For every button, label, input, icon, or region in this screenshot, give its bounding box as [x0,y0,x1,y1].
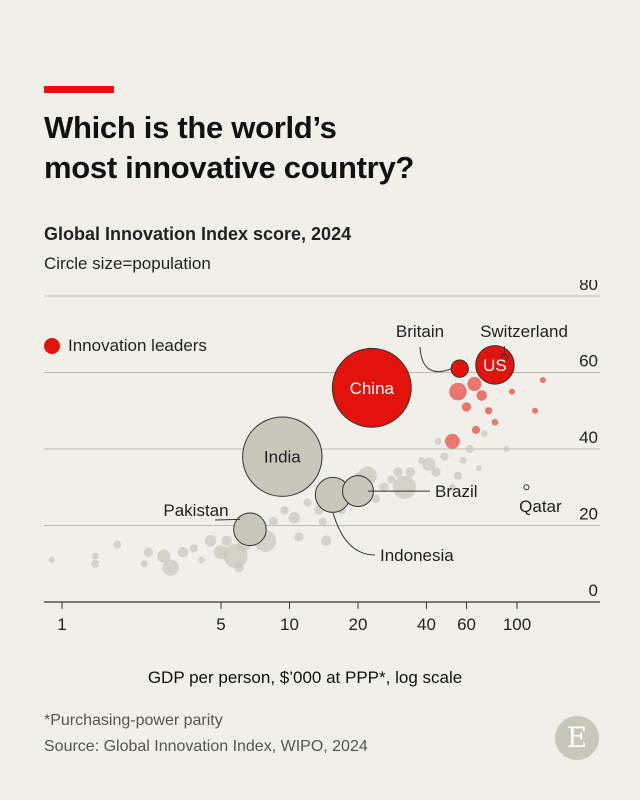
data-point-22 [303,498,312,507]
x-tick-label-10: 10 [280,615,299,634]
data-point-47 [503,446,510,452]
point-label-pakistan: Pakistan [163,501,228,520]
title-line-2: most innovative country? [44,150,415,185]
data-point-6 [157,549,171,563]
data-point-18 [268,516,279,527]
data-point-24 [318,517,327,526]
chart-subtitle: Global Innovation Index score, 2024 [44,224,352,244]
data-point-21 [294,532,304,542]
data-point-58 [539,377,546,384]
point-label-us: US [483,356,507,375]
point-label-brazil: Brazil [435,482,478,501]
data-point-52 [444,433,460,449]
data-point-56 [508,388,515,395]
x-tick-label-1: 1 [57,615,66,634]
data-point-45 [475,465,482,472]
data-point-4 [140,560,148,568]
data-point-35 [405,467,416,477]
data-point-qatar [523,484,530,491]
x-tick-label-40: 40 [417,615,436,634]
y-tick-label-0: 0 [589,581,598,600]
data-point-54 [484,407,493,415]
point-label-qatar: Qatar [519,497,562,516]
data-point-49 [461,402,472,412]
data-point-11 [204,535,217,547]
data-point-15 [234,562,244,573]
data-point-china [331,347,412,428]
size-note: Circle size=population [44,254,211,273]
point-label-china: China [350,379,395,398]
data-point-38 [431,467,441,477]
data-point-0 [48,556,55,563]
legend-red-dot [44,338,60,354]
footnote: *Purchasing-power parity [44,712,223,729]
data-point-44 [465,444,474,454]
data-point-53 [471,425,481,434]
data-point-13 [221,535,233,547]
data-point-51 [476,390,488,401]
leader-line-pakistan [214,518,240,521]
point-label-britain: Britain [396,322,444,341]
data-point-25 [320,535,332,547]
economist-logo: E [555,716,599,760]
data-point-3 [113,540,122,549]
x-tick-label-20: 20 [349,615,368,634]
point-label-india: India [264,448,301,467]
leader-line-indonesia [332,511,376,556]
scatter-chart: 0 20 40 60 80 1 5 10 20 40 60 100 China US India Britai… [44,280,600,634]
y-tick-label-80: 80 [579,280,598,294]
data-point-39 [434,438,442,445]
data-point-5 [143,547,154,557]
data-point-55 [491,418,499,426]
accent-bar [44,86,114,93]
x-axis-label: GDP per person, $’000 at PPP*, log scale [147,668,463,687]
leader-line-britain [419,346,452,373]
y-tick-label-40: 40 [579,428,598,447]
x-tick-label-60: 60 [457,615,476,634]
data-point-33 [393,467,403,477]
data-point-30 [371,494,381,503]
data-point-7 [162,559,179,576]
data-point-8 [177,547,189,558]
point-label-indonesia: Indonesia [380,546,454,565]
data-point-43 [459,457,467,464]
legend: Innovation leaders [44,336,207,356]
legend-label: Innovation leaders [68,336,207,355]
data-point-41 [449,483,456,491]
data-point-40 [440,452,449,461]
data-point-10 [198,556,205,564]
data-point-46 [481,430,488,438]
data-point-32 [387,475,396,484]
data-point-42 [453,471,462,480]
data-point-2 [91,559,100,568]
data-point-20 [288,512,301,524]
x-tick-label-100: 100 [503,615,531,634]
data-point-1 [91,552,99,560]
y-tick-label-20: 20 [579,505,598,524]
data-point-31 [379,482,389,492]
data-point-9 [189,544,198,553]
source: Source: Global Innovation Index, WIPO, 2… [44,738,368,755]
data-point-57 [532,407,539,414]
point-label-switzerland: Switzerland [480,322,568,341]
chart-title: Which is the world’s most innovative cou… [44,108,604,188]
data-point-pakistan [233,512,267,547]
data-point-britain [450,359,469,378]
data-point-india [242,416,323,497]
x-tick-label-5: 5 [216,615,225,634]
y-tick-label-60: 60 [579,352,598,371]
data-point-34 [392,475,417,499]
data-point-50 [467,376,482,392]
data-point-19 [280,506,289,515]
title-line-1: Which is the world’s [44,110,337,145]
data-point-37 [422,457,436,471]
data-point-48 [449,382,467,401]
